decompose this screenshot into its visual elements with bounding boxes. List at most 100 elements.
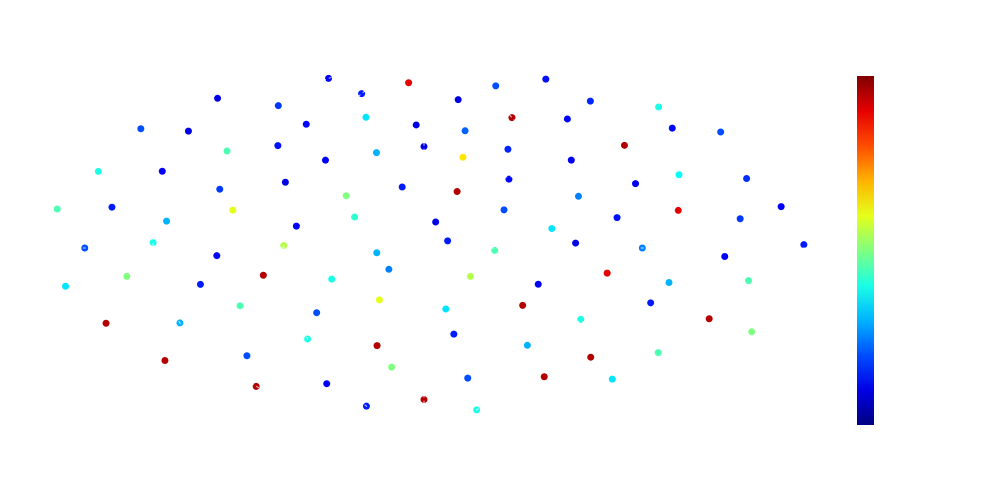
- point: [385, 265, 393, 273]
- point: [563, 115, 571, 123]
- point: [464, 374, 472, 382]
- point: [668, 124, 676, 132]
- point: [274, 142, 282, 150]
- point: [453, 188, 461, 196]
- point: [323, 380, 331, 388]
- point: [302, 120, 310, 128]
- point: [398, 183, 406, 191]
- point: [108, 203, 116, 211]
- point: [161, 357, 169, 365]
- point: [158, 167, 166, 175]
- point: [444, 237, 452, 245]
- grid: [40, 55, 808, 441]
- point: [213, 252, 221, 260]
- point: [548, 225, 556, 233]
- point: [405, 79, 413, 87]
- point: [655, 103, 663, 111]
- point: [375, 296, 383, 304]
- point: [800, 241, 808, 249]
- point: [567, 156, 575, 164]
- point: [292, 222, 300, 230]
- point: [274, 102, 282, 110]
- point: [461, 127, 469, 135]
- point: [523, 341, 531, 349]
- point: [534, 280, 542, 288]
- point: [412, 121, 420, 129]
- point: [500, 206, 508, 214]
- point: [454, 96, 462, 104]
- point: [675, 171, 683, 179]
- point: [577, 315, 585, 323]
- point: [587, 353, 595, 361]
- point: [519, 301, 527, 309]
- point: [603, 269, 611, 277]
- point: [504, 145, 512, 153]
- point: [505, 175, 513, 183]
- point: [281, 178, 289, 186]
- point: [542, 75, 550, 83]
- colorbar: [857, 76, 874, 425]
- point: [373, 249, 381, 257]
- point: [373, 342, 381, 350]
- point: [372, 149, 380, 157]
- point: [351, 213, 359, 221]
- point: [459, 153, 467, 161]
- point: [654, 349, 662, 357]
- point: [163, 217, 171, 225]
- point: [102, 319, 110, 327]
- point: [342, 192, 350, 200]
- point: [492, 82, 500, 90]
- point: [53, 205, 61, 213]
- point: [574, 192, 582, 200]
- point: [313, 309, 321, 317]
- point: [450, 330, 458, 338]
- point: [420, 142, 428, 150]
- point: [572, 239, 580, 247]
- point: [442, 305, 450, 313]
- point: [613, 214, 621, 222]
- point: [674, 206, 682, 214]
- point: [236, 302, 244, 310]
- points: [53, 74, 808, 414]
- point: [259, 271, 267, 279]
- point: [62, 282, 70, 290]
- point: [388, 363, 396, 371]
- point: [362, 113, 370, 121]
- point: [647, 299, 655, 307]
- point: [745, 277, 753, 285]
- point: [608, 375, 616, 383]
- point: [325, 74, 333, 82]
- point: [420, 396, 428, 404]
- point: [717, 128, 725, 136]
- point: [586, 97, 594, 105]
- point: [229, 206, 237, 214]
- point: [432, 218, 440, 226]
- point: [321, 156, 329, 164]
- point: [252, 382, 260, 390]
- point: [743, 174, 751, 182]
- point: [328, 275, 336, 283]
- point: [777, 203, 785, 211]
- point: [665, 279, 673, 287]
- point: [137, 125, 145, 133]
- point: [214, 94, 222, 102]
- point: [748, 328, 756, 336]
- grid-line: [152, 55, 425, 441]
- point: [632, 180, 640, 188]
- point: [223, 147, 231, 155]
- grid-line: [423, 55, 696, 441]
- point: [540, 373, 548, 381]
- point: [196, 280, 204, 288]
- point: [243, 352, 251, 360]
- point: [149, 239, 157, 247]
- point: [123, 272, 131, 280]
- point: [620, 141, 628, 149]
- point: [94, 167, 102, 175]
- point: [491, 246, 499, 254]
- point: [705, 315, 713, 323]
- point: [466, 272, 474, 280]
- point: [184, 127, 192, 135]
- point: [721, 253, 729, 261]
